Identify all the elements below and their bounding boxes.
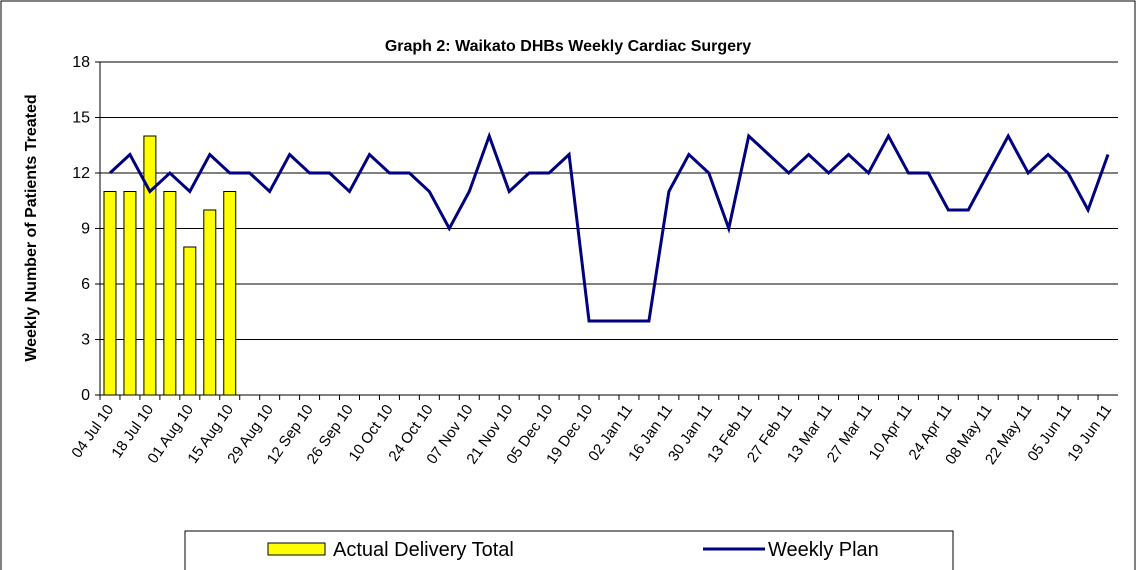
y-tick-label: 12	[72, 165, 90, 182]
y-tick-label: 9	[81, 221, 90, 238]
y-tick-label: 18	[72, 54, 90, 71]
y-tick-label: 15	[72, 110, 90, 127]
bar	[123, 191, 137, 396]
legend-swatch	[267, 542, 326, 556]
bar	[163, 191, 177, 396]
legend-label: Weekly Plan	[768, 539, 879, 561]
y-tick-label: 3	[81, 332, 90, 349]
line	[108, 131, 1110, 323]
bar	[223, 191, 237, 396]
chart-title: Graph 2: Waikato DHBs Weekly Cardiac Sur…	[385, 38, 751, 55]
y-axis-label: Weekly Number of Patients Treated	[23, 94, 40, 361]
bar	[143, 135, 157, 396]
y-tick-label: 0	[81, 387, 90, 404]
y-tick-label: 6	[81, 276, 90, 293]
bar	[183, 246, 197, 396]
bar	[103, 191, 117, 396]
legend-label: Actual Delivery Total	[333, 539, 514, 561]
bar	[203, 209, 217, 396]
